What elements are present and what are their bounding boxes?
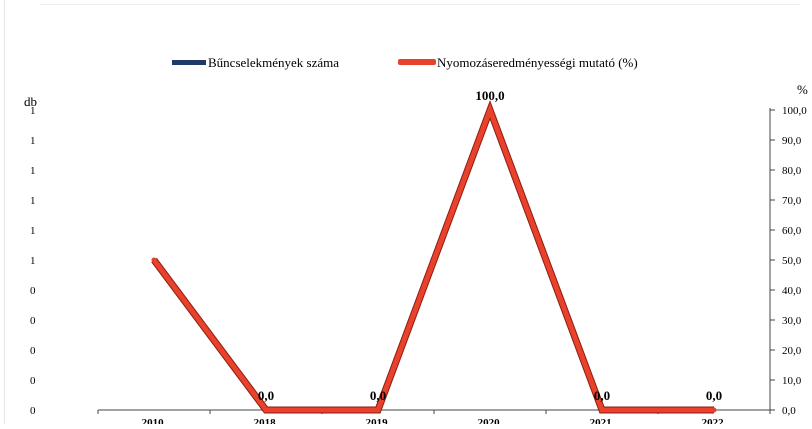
left-tick-label: 0 (30, 315, 36, 327)
legend: Bűncselekmények száma Nyomozáseredményes… (172, 55, 638, 70)
data-point (375, 407, 381, 413)
left-tick-label: 1 (30, 165, 36, 177)
left-tick-label: 0 (30, 375, 36, 387)
legend-label-crime-count: Bűncselekmények száma (208, 55, 339, 70)
left-tick-label: 1 (30, 105, 36, 117)
x-tick-label: 2018. (254, 417, 279, 424)
data-point (151, 257, 157, 263)
left-tick-label: 1 (30, 255, 36, 267)
right-tick-label: 70,0 (782, 195, 802, 207)
data-point (711, 407, 717, 413)
scan-edge (40, 4, 800, 5)
data-point (263, 407, 269, 413)
right-tick-label: 30,0 (782, 315, 802, 327)
data-label: 0,0 (706, 388, 722, 403)
right-tick-label: 20,0 (782, 345, 802, 357)
x-tick-label: 2019. (366, 417, 391, 424)
legend-swatch-crime-count (172, 60, 206, 65)
left-axis-label: db (24, 94, 37, 109)
left-tick-label: 1 (30, 135, 36, 147)
right-tick-label: 90,0 (782, 135, 802, 147)
right-axis-label: % (797, 82, 808, 97)
left-tick-label: 1 (30, 225, 36, 237)
data-label: 0,0 (370, 388, 386, 403)
right-tick-label: 50,0 (782, 255, 802, 267)
right-tick-label: 100,0 (782, 105, 807, 117)
x-tick-label: 2022. (702, 417, 727, 424)
data-label: 0,0 (258, 388, 274, 403)
x-tick-label: 2020. (478, 417, 503, 424)
right-tick-label: 80,0 (782, 165, 802, 177)
x-tick-label: 2010. (142, 417, 167, 424)
data-labels: 0,0 0,0 100,0 0,0 0,0 (258, 88, 722, 403)
left-axis-ticks: 0 0 0 0 0 1 1 1 1 1 1 (30, 105, 36, 417)
data-point (599, 407, 605, 413)
data-point (487, 107, 493, 113)
left-tick-label: 0 (30, 345, 36, 357)
right-tick-label: 60,0 (782, 225, 802, 237)
legend-swatch-investigation-rate (398, 59, 436, 65)
x-tick-label: 2021. (590, 417, 615, 424)
left-tick-label: 1 (30, 195, 36, 207)
data-label: 100,0 (475, 88, 504, 103)
left-tick-label: 0 (30, 405, 36, 417)
data-label: 0,0 (594, 388, 610, 403)
series-line-investigation-rate (151, 102, 714, 413)
legend-label-investigation-rate: Nyomozáseredményességi mutató (%) (437, 55, 638, 70)
right-axis-ticks: 0,0 10,0 20,0 30,0 40,0 50,0 60,0 70,0 80,0 90,0 1… (770, 105, 807, 417)
right-tick-label: 10,0 (782, 375, 802, 387)
scan-edge (4, 0, 5, 424)
right-tick-label: 0,0 (782, 405, 796, 417)
right-tick-label: 40,0 (782, 285, 802, 297)
left-tick-label: 0 (30, 285, 36, 297)
series-layer (151, 99, 717, 414)
